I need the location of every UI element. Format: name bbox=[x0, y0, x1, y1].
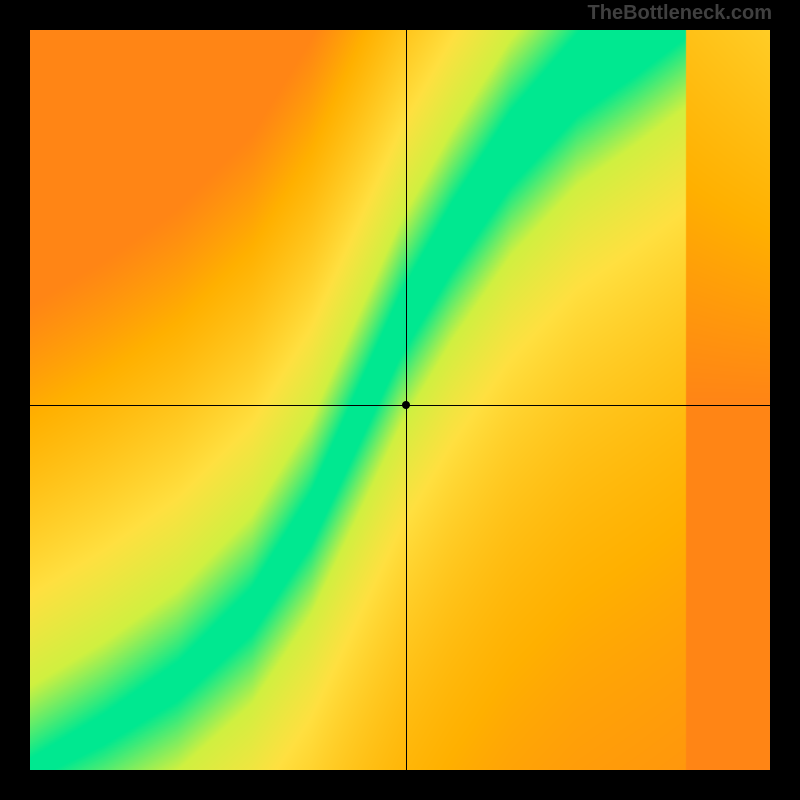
crosshair-vertical bbox=[406, 30, 407, 770]
heatmap-plot bbox=[30, 30, 770, 770]
crosshair-marker bbox=[402, 401, 410, 409]
crosshair-horizontal bbox=[30, 405, 770, 406]
heatmap-canvas bbox=[30, 30, 770, 770]
watermark-text: TheBottleneck.com bbox=[588, 2, 772, 25]
